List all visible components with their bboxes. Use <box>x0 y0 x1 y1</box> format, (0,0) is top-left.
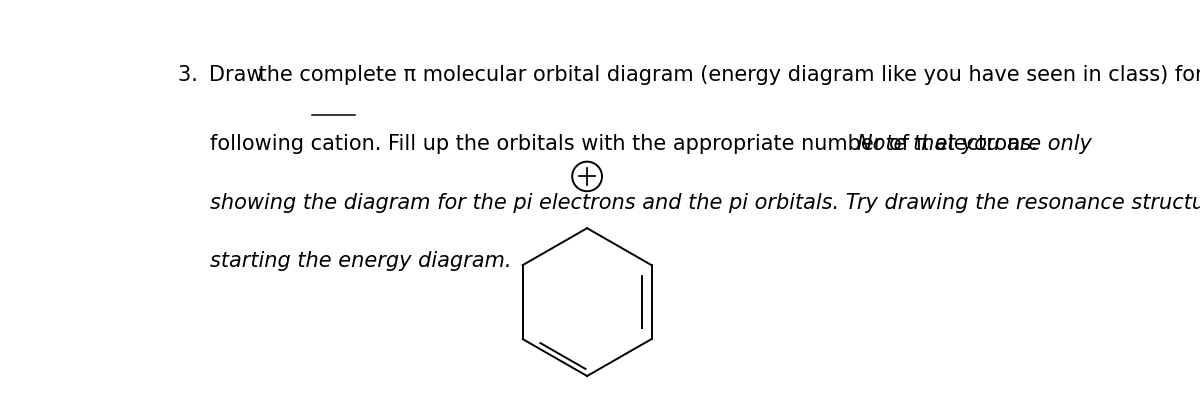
Text: showing the diagram for the pi electrons and the pi orbitals. Try drawing the re: showing the diagram for the pi electrons… <box>210 193 1200 213</box>
Text: 3.: 3. <box>178 65 218 85</box>
Text: Note that you are only: Note that you are only <box>857 134 1092 154</box>
Text: the complete π molecular orbital diagram (energy diagram like you have seen in c: the complete π molecular orbital diagram… <box>252 65 1200 85</box>
Text: following cation. Fill up the orbitals with the appropriate number of π electron: following cation. Fill up the orbitals w… <box>210 134 1045 154</box>
Text: Draw: Draw <box>210 65 264 85</box>
Text: starting the energy diagram.: starting the energy diagram. <box>210 251 512 271</box>
